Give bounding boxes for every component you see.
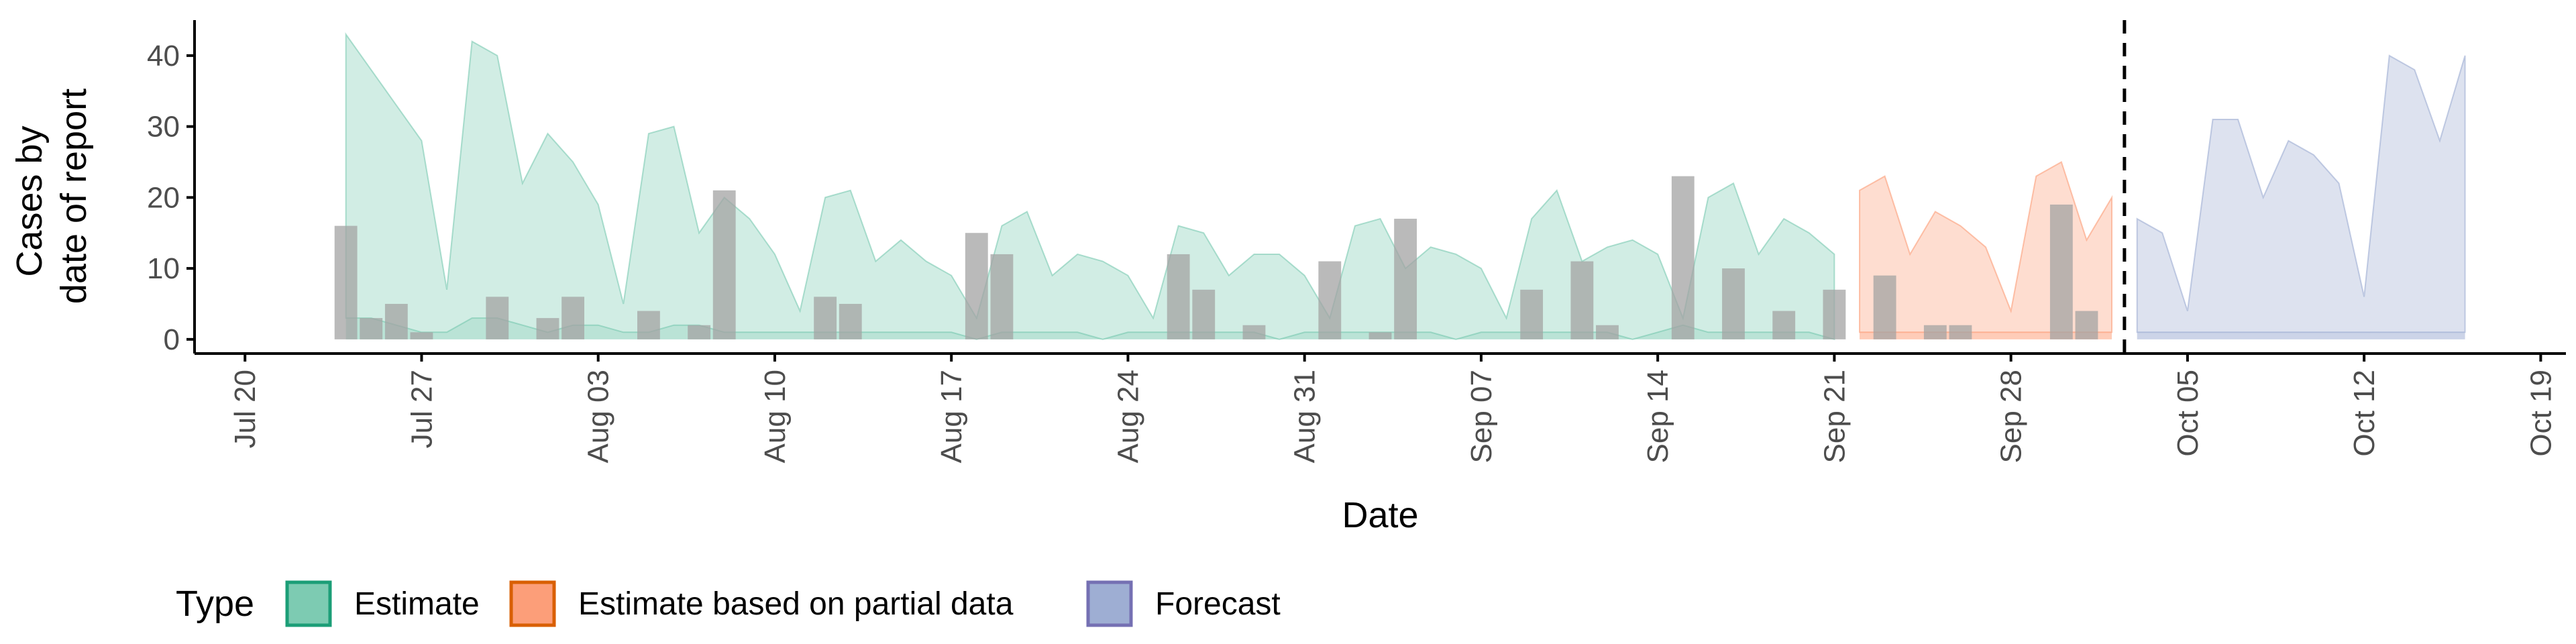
reported-case-bar-28 — [1923, 325, 1947, 339]
y-tick-label-0: 0 — [164, 323, 180, 356]
reported-case-bar-25 — [1772, 311, 1796, 339]
reported-case-bar-0 — [334, 225, 358, 339]
reported-case-bar-17 — [1318, 261, 1342, 339]
reported-case-bar-16 — [1242, 325, 1266, 339]
reported-case-bar-2 — [384, 303, 408, 339]
reported-case-bar-12 — [965, 233, 988, 339]
y-axis-title-line-2: date of report — [54, 89, 94, 304]
x-tick-label-10: Sep 28 — [1995, 370, 2028, 463]
legend-label-0: Estimate — [354, 586, 480, 622]
legend-key-1 — [509, 580, 556, 627]
legend-label-1: Estimate based on partial data — [578, 586, 1014, 622]
y-tick-label-1: 10 — [147, 252, 180, 285]
series-inner-band-1 — [1860, 332, 2112, 339]
legend-key-0 — [285, 580, 332, 627]
reported-case-bar-1 — [360, 318, 383, 339]
x-tick-label-7: Sep 07 — [1465, 370, 1498, 463]
x-tick-label-3: Aug 10 — [759, 370, 792, 463]
x-tick-label-6: Aug 31 — [1289, 370, 1322, 463]
series-area-1 — [1859, 161, 2113, 333]
legend-key-2 — [1086, 580, 1133, 627]
reported-case-bar-31 — [2075, 311, 2098, 339]
reported-case-bar-18 — [1368, 332, 1392, 339]
reported-case-bar-20 — [1520, 289, 1544, 339]
reported-case-bar-9 — [712, 190, 736, 339]
reported-case-bar-24 — [1722, 268, 1745, 339]
reported-case-bar-4 — [486, 297, 509, 339]
reported-case-bar-27 — [1873, 275, 1896, 339]
reported-case-bar-6 — [561, 297, 585, 339]
reported-case-bar-13 — [990, 254, 1014, 339]
reported-case-bar-15 — [1192, 289, 1216, 339]
reported-cases-layer — [334, 176, 2098, 339]
series-inner-band-2 — [2137, 332, 2465, 339]
x-axis-ticks: Jul 20 Jul 27 Aug 03 Aug 10 Aug 17 Aug 24 Aug … — [229, 354, 2557, 463]
legend-label-2: Forecast — [1155, 586, 1281, 622]
y-tick-label-4: 40 — [147, 40, 180, 72]
reported-case-bar-11 — [839, 303, 862, 339]
x-axis-title: Date — [1342, 495, 1418, 535]
reported-case-bar-10 — [814, 297, 837, 339]
reported-case-bar-23 — [1671, 176, 1695, 339]
x-tick-label-11: Oct 05 — [2171, 370, 2204, 457]
reported-case-bar-14 — [1167, 254, 1190, 339]
reported-case-bar-26 — [1823, 289, 1846, 339]
reported-case-bar-30 — [2049, 204, 2073, 339]
y-axis-title: Cases by date of report — [9, 89, 94, 304]
y-tick-label-3: 30 — [147, 111, 180, 144]
reported-case-bar-22 — [1596, 325, 1619, 339]
x-tick-label-0: Jul 20 — [229, 370, 262, 448]
reported-case-bar-19 — [1394, 219, 1417, 339]
x-tick-label-9: Sep 21 — [1818, 370, 1851, 463]
x-tick-label-12: Oct 12 — [2348, 370, 2381, 457]
reported-case-bar-21 — [1570, 261, 1594, 339]
x-tick-label-1: Jul 27 — [405, 370, 438, 448]
series-area-2 — [2136, 54, 2466, 333]
y-tick-label-2: 20 — [147, 181, 180, 214]
y-axis-title-line-1: Cases by — [9, 125, 50, 276]
series-area-0 — [345, 32, 1835, 341]
reported-case-bar-7 — [637, 311, 660, 339]
legend-items: Estimate Estimate based on partial data Fo… — [285, 580, 1281, 627]
legend-title: Type — [176, 584, 254, 624]
reported-case-bar-3 — [410, 332, 433, 339]
reported-case-bar-5 — [536, 318, 559, 339]
x-tick-label-5: Aug 24 — [1112, 370, 1144, 463]
reported-case-bar-29 — [1949, 325, 1972, 339]
legend: Type Estimate Estimate based on partial d… — [176, 580, 1281, 627]
y-axis-ticks: 0 10 20 30 40 — [147, 40, 195, 356]
x-tick-label-4: Aug 17 — [935, 370, 968, 463]
reported-case-bar-8 — [688, 325, 711, 339]
x-tick-label-13: Oct 19 — [2524, 370, 2557, 457]
x-tick-label-8: Sep 14 — [1642, 370, 1674, 463]
x-tick-label-2: Aug 03 — [582, 370, 615, 463]
